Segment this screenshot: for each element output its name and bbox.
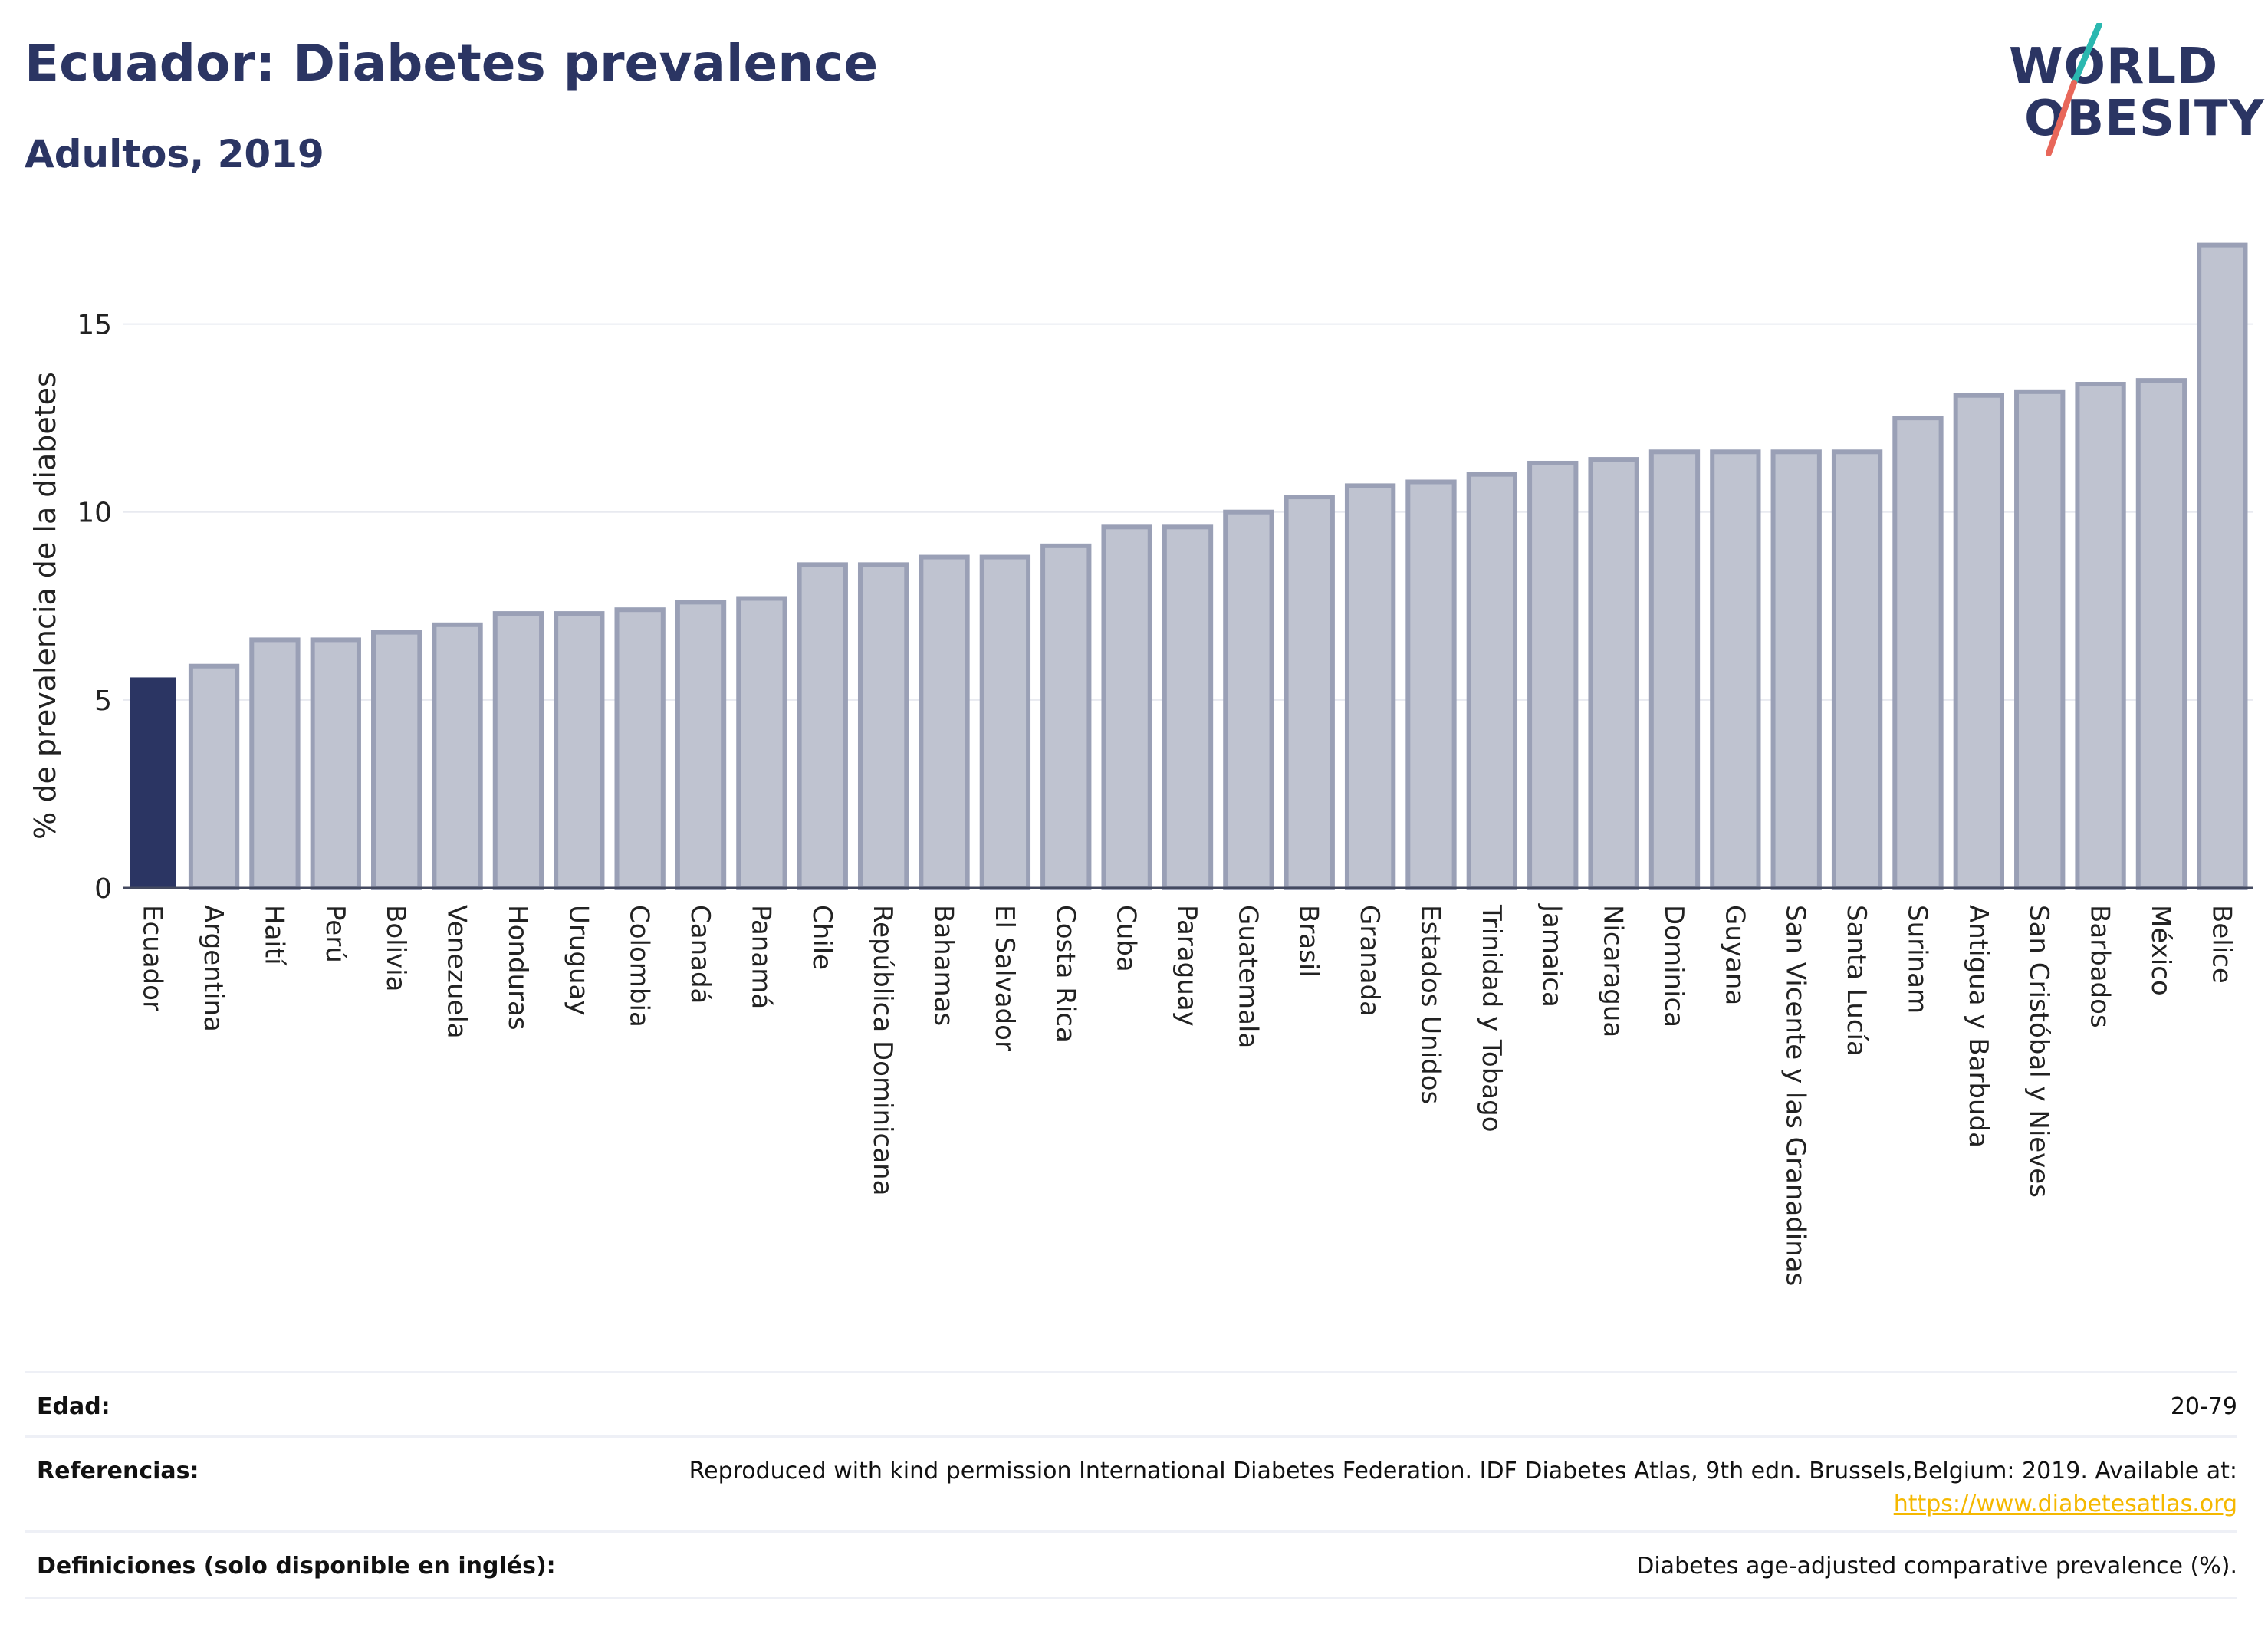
x-tick-label: México [2145, 905, 2176, 996]
x-tick-label: Venezuela [442, 905, 472, 1039]
bar-costa-rica [1040, 543, 1092, 891]
x-tick-label: Trinidad y Tobago [1476, 904, 1507, 1133]
x-tick-label: Jamaica [1537, 903, 1567, 1008]
x-tick-label: Paraguay [1172, 905, 1202, 1027]
bar-hait- [249, 637, 301, 890]
x-tick-label: Granada [1354, 905, 1385, 1017]
x-tick-label: Dominica [1658, 905, 1689, 1027]
bar-antigua-y-barbuda [1953, 393, 2004, 890]
bar-argentina [188, 663, 240, 891]
definitions-label: Definiciones (solo disponible en inglés)… [37, 1553, 556, 1580]
bar-belice [2197, 242, 2248, 890]
age-value: 20-79 [2170, 1393, 2237, 1420]
bar-santa-luc-a [1831, 449, 1883, 890]
bar-surinam [1892, 416, 1944, 890]
bars [130, 242, 2248, 891]
bar-canad- [675, 600, 727, 891]
bar-honduras [492, 611, 544, 890]
bar-jamaica [1527, 460, 1579, 890]
bar-paraguay [1162, 524, 1214, 891]
y-tick-label: 10 [77, 498, 112, 529]
category-labels: Ecuador Argentina Haití Perú Bolivia Venezuel… [137, 903, 2237, 1286]
page-title: Ecuador: Diabetes prevalence [25, 34, 879, 93]
x-tick-label: Ecuador [137, 905, 168, 1011]
x-tick-label: Bahamas [929, 905, 959, 1026]
y-tick-label: 5 [94, 685, 112, 717]
x-tick-label: Antigua y Barbuda [1963, 905, 1994, 1148]
x-tick-label: Chile [807, 905, 837, 970]
x-tick-label: República Dominicana [867, 905, 898, 1195]
bar-cuba [1101, 524, 1152, 891]
references-link[interactable]: https://www.diabetesatlas.org [1893, 1491, 2237, 1517]
x-tick-label: San Cristóbal y Nieves [2023, 905, 2054, 1198]
definitions-value: Diabetes age-adjusted comparative preval… [1636, 1553, 2237, 1580]
bar-estados-unidos [1405, 479, 1457, 890]
bar-san-crist-bal-y-nieves [2014, 389, 2066, 890]
logo-text-world: WORLD [2009, 38, 2219, 95]
x-tick-label: Nicaragua [1598, 905, 1629, 1037]
bar-el-salvador [979, 554, 1031, 890]
bar-brasil [1284, 495, 1335, 890]
x-tick-label: San Vicente y las Granadinas [1780, 905, 1811, 1286]
x-tick-label: Brasil [1293, 905, 1324, 978]
x-tick-label: Argentina [198, 905, 228, 1032]
bar-m-xico [2135, 378, 2187, 891]
bar-uruguay [554, 611, 605, 890]
bar-dominica [1648, 449, 1701, 890]
bar-per- [310, 637, 361, 890]
x-tick-label: Guatemala [1232, 905, 1263, 1048]
x-tick-label: Canadá [685, 905, 715, 1004]
bar-nicaragua [1588, 457, 1639, 890]
bar-guatemala [1223, 509, 1274, 890]
x-tick-label: Surinam [1902, 905, 1932, 1014]
y-tick-label: 15 [77, 310, 112, 341]
x-tick-label: Uruguay [563, 905, 593, 1016]
world-obesity-logo: WORLD OBESITY [1994, 23, 2264, 169]
bar-chile [797, 562, 848, 891]
bar-san-vicente-y-las-granadinas [1770, 449, 1822, 890]
bar-granada [1344, 483, 1396, 890]
footer-row-age: Edad: 20-79 [25, 1371, 2237, 1438]
x-tick-label: Santa Lucía [1841, 905, 1872, 1057]
x-tick-label: Estados Unidos [1415, 905, 1445, 1104]
x-tick-label: El Salvador [989, 905, 1020, 1051]
logo-slash-icon [2046, 23, 2102, 156]
x-tick-label: Cuba [1111, 905, 1142, 972]
x-tick-label: Panamá [745, 905, 776, 1009]
x-tick-label: Barbados [2085, 905, 2115, 1028]
bar-chart: 0 5 10 15 Ecuador Argentina Haití Perú Bolivia V… [28, 242, 2253, 1286]
bar-barbados [2075, 382, 2126, 890]
references-value: Reproduced with kind permission Internat… [551, 1458, 2237, 1517]
age-label: Edad: [37, 1393, 110, 1420]
axes: 0 5 10 15 [77, 310, 2253, 905]
footer-row-references: Referencias: Reproduced with kind permis… [25, 1435, 2237, 1533]
bar-bahamas [919, 554, 970, 890]
bar-bolivia [371, 630, 422, 890]
page-subtitle: Adultos, 2019 [25, 132, 324, 176]
bar-guyana [1710, 449, 1761, 890]
x-tick-label: Costa Rica [1050, 905, 1080, 1043]
bar-rep-blica-dominicana [857, 562, 909, 891]
bar-trinidad-y-tobago [1466, 472, 1518, 890]
x-tick-label: Haití [258, 905, 289, 966]
x-tick-label: Colombia [624, 905, 655, 1027]
bar-ecuador [130, 677, 176, 888]
x-tick-label: Bolivia [380, 905, 411, 991]
x-tick-label: Honduras [502, 905, 533, 1031]
references-text: Reproduced with kind permission Internat… [689, 1458, 2237, 1484]
references-label: Referencias: [37, 1458, 199, 1484]
x-tick-label: Belice [2206, 905, 2237, 984]
x-tick-label: Perú [320, 905, 350, 963]
bar-panam- [736, 596, 787, 890]
bar-venezuela [432, 622, 483, 890]
x-tick-label: Guyana [1719, 905, 1750, 1005]
y-axis-label: % de prevalencia de la diabetes [28, 372, 62, 840]
y-tick-label: 0 [94, 873, 112, 905]
bar-colombia [614, 607, 666, 891]
footer-row-definitions: Definiciones (solo disponible en inglés)… [25, 1530, 2237, 1599]
